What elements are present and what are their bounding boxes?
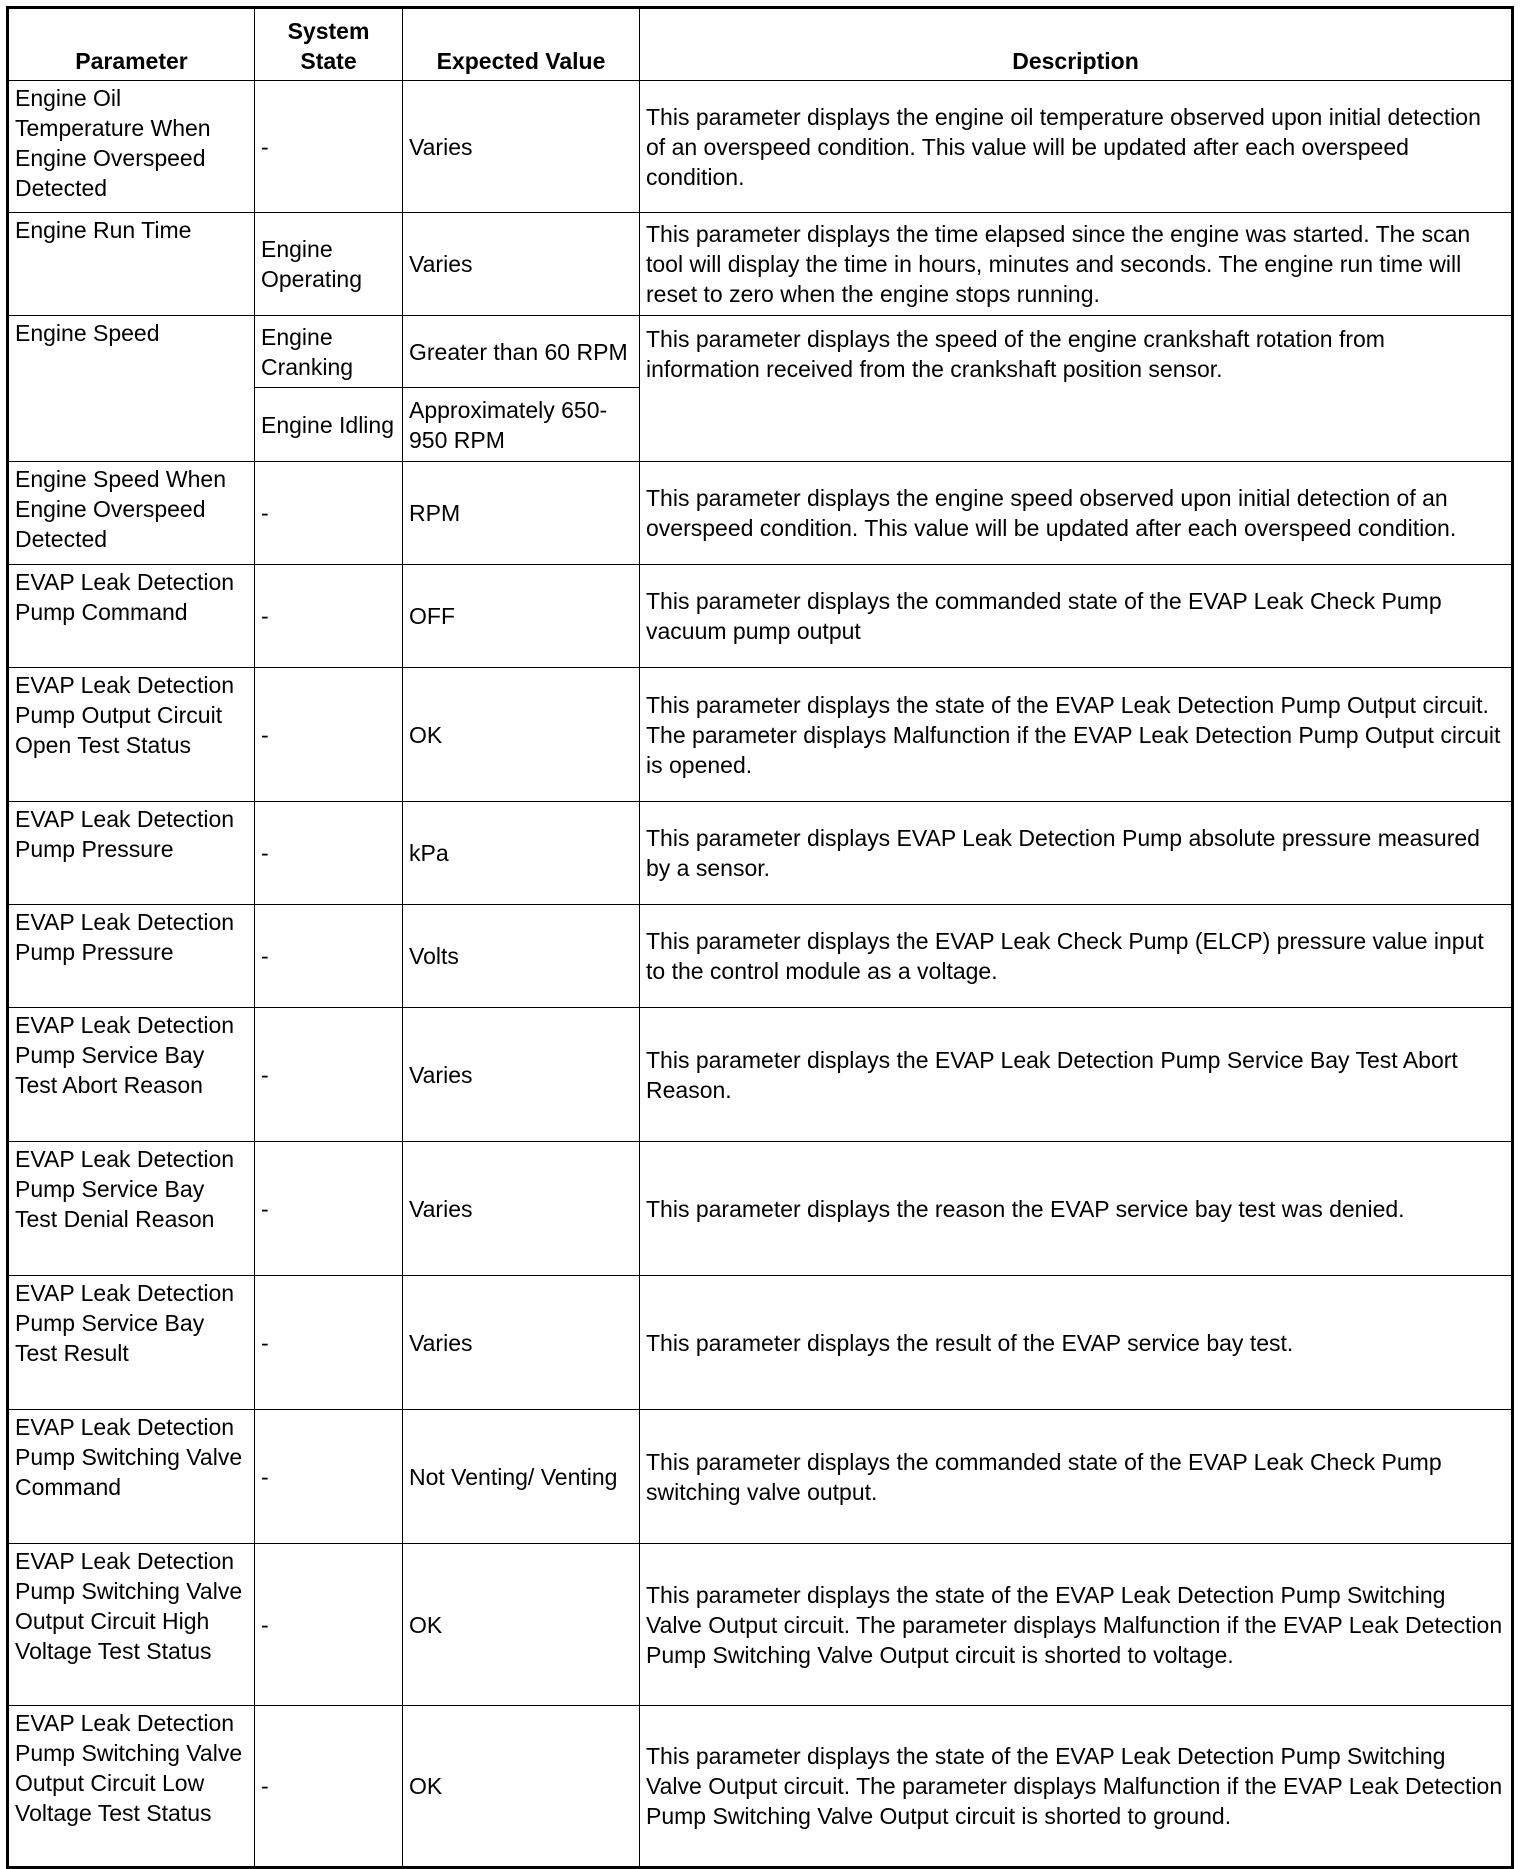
expected-value-cell: Varies [402,1141,640,1276]
table-row: Engine Oil Temperature When Engine Overs… [7,80,1513,213]
expected-value-cell: OK [402,667,640,802]
parameter-cell: EVAP Leak Detection Pump Pressure [7,801,255,905]
parameter-cell: EVAP Leak Detection Pump Pressure [7,904,255,1008]
system-state-cell: - [254,667,403,802]
system-state-cell: - [254,564,403,668]
system-state-cell: - [254,801,403,905]
system-state-cell: - [254,1543,403,1706]
table-row: EVAP Leak Detection Pump Switching Valve… [7,1543,1513,1706]
parameter-cell: EVAP Leak Detection Pump Service Bay Tes… [7,1275,255,1410]
system-state-cell: - [254,80,403,213]
system-state-cell: Engine Operating [254,212,403,316]
expected-value-cell: Approximately 650-950 RPM [402,387,640,462]
description-cell: This parameter displays the commanded st… [639,564,1513,668]
expected-value-cell: Not Venting/ Venting [402,1409,640,1544]
parameter-cell: EVAP Leak Detection Pump Output Circuit … [7,667,255,802]
parameter-cell: EVAP Leak Detection Pump Service Bay Tes… [7,1141,255,1276]
header-system-state: System State [254,7,403,81]
description-cell: This parameter displays the time elapsed… [639,212,1513,316]
description-cell: This parameter displays the engine speed… [639,461,1513,565]
expected-value-cell: Varies [402,1275,640,1410]
description-cell: This parameter displays the state of the… [639,1543,1513,1706]
parameter-table: Parameter System State Expected Value Des… [6,6,1514,1869]
parameter-cell: EVAP Leak Detection Pump Service Bay Tes… [7,1007,255,1142]
description-cell: This parameter displays the reason the E… [639,1141,1513,1276]
table-row: Engine Speed When Engine Overspeed Detec… [7,461,1513,565]
parameter-cell: Engine Run Time [7,212,255,316]
system-state-cell: Engine Cranking [254,315,403,388]
expected-value-cell: Varies [402,212,640,316]
description-cell: This parameter displays the commanded st… [639,1409,1513,1544]
expected-value-cell: kPa [402,801,640,905]
expected-value-cell: OK [402,1705,640,1868]
parameter-cell: EVAP Leak Detection Pump Command [7,564,255,668]
table-row: EVAP Leak Detection Pump Service Bay Tes… [7,1141,1513,1276]
header-parameter: Parameter [7,7,255,81]
expected-value-cell: Varies [402,1007,640,1142]
table-row: EVAP Leak Detection Pump Service Bay Tes… [7,1007,1513,1142]
table-row: EVAP Leak Detection Pump Command - OFF This… [7,564,1513,668]
table-row: Engine Run Time Engine Operating Varies Thi… [7,212,1513,316]
table-row: Engine Speed Engine Cranking Greater than … [7,315,1513,462]
parameter-cell: Engine Speed [7,315,255,462]
description-cell: This parameter displays the EVAP Leak Ch… [639,904,1513,1008]
expected-value-cell: Volts [402,904,640,1008]
description-cell: This parameter displays the state of the… [639,1705,1513,1868]
table-row: Engine Idling Approximately 650-950 RPM [8,387,1513,462]
header-expected-value: Expected Value [402,7,640,81]
table-row: EVAP Leak Detection Pump Switching Valve… [7,1409,1513,1544]
system-state-cell: Engine Idling [254,387,403,462]
system-state-cell: - [254,1409,403,1544]
parameter-cell: Engine Speed When Engine Overspeed Detec… [7,461,255,565]
expected-value-cell: OFF [402,564,640,668]
expected-value-cell: RPM [402,461,640,565]
parameter-cell: EVAP Leak Detection Pump Switching Valve… [7,1543,255,1706]
description-cell: This parameter displays the engine oil t… [639,80,1513,213]
description-cell: This parameter displays the result of th… [639,1275,1513,1410]
system-state-cell: - [254,1141,403,1276]
table-row: EVAP Leak Detection Pump Service Bay Tes… [7,1275,1513,1410]
system-state-cell: - [254,461,403,565]
table-row: EVAP Leak Detection Pump Pressure - Volts T… [7,904,1513,1008]
parameter-cell: EVAP Leak Detection Pump Switching Valve… [7,1409,255,1544]
table-row: EVAP Leak Detection Pump Switching Valve… [7,1705,1513,1868]
table-row: EVAP Leak Detection Pump Output Circuit … [7,667,1513,802]
expected-value-cell: OK [402,1543,640,1706]
header-row: Parameter System State Expected Value Des… [7,7,1513,81]
description-cell: This parameter displays EVAP Leak Detect… [639,801,1513,905]
description-cell: This parameter displays the EVAP Leak De… [639,1007,1513,1142]
system-state-cell: - [254,1705,403,1868]
expected-value-cell: Greater than 60 RPM [402,315,640,388]
parameter-cell: Engine Oil Temperature When Engine Overs… [7,80,255,213]
table-row: EVAP Leak Detection Pump Pressure - kPa Thi… [7,801,1513,905]
system-state-cell: - [254,904,403,1008]
expected-value-cell: Varies [402,80,640,213]
system-state-cell: - [254,1275,403,1410]
description-cell: This parameter displays the speed of the… [639,315,1513,462]
parameter-cell: EVAP Leak Detection Pump Switching Valve… [7,1705,255,1868]
system-state-cell: - [254,1007,403,1142]
description-cell: This parameter displays the state of the… [639,667,1513,802]
header-description: Description [639,7,1513,81]
